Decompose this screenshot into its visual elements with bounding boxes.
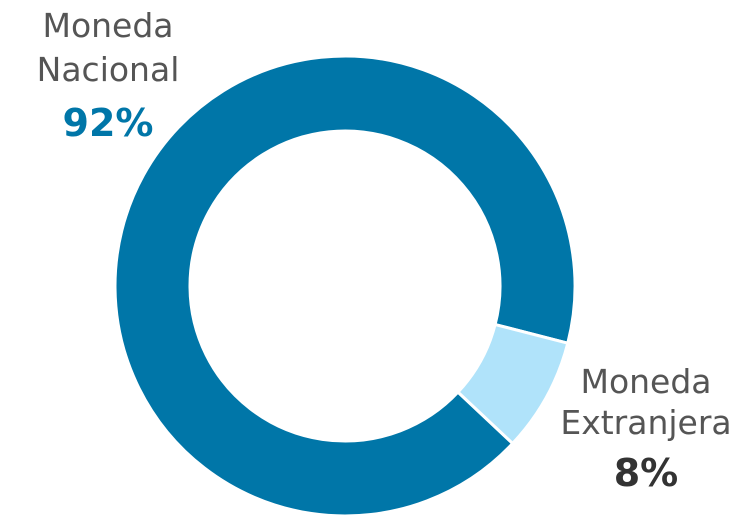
label-moneda-extranjera: Moneda Extranjera 8% xyxy=(560,362,731,495)
slice-moneda-extranjera xyxy=(455,322,570,446)
label-nacional-line2: Nacional xyxy=(37,50,180,89)
label-nacional-line1: Moneda xyxy=(42,6,173,45)
label-nacional-value: 92% xyxy=(63,101,154,145)
donut-slices xyxy=(113,54,577,516)
label-extranjera-line2: Extranjera xyxy=(560,403,731,442)
label-extranjera-value: 8% xyxy=(614,451,679,495)
label-moneda-nacional: Moneda Nacional 92% xyxy=(37,6,180,145)
slice-moneda-nacional xyxy=(113,54,577,516)
label-extranjera-line1: Moneda xyxy=(580,362,711,401)
